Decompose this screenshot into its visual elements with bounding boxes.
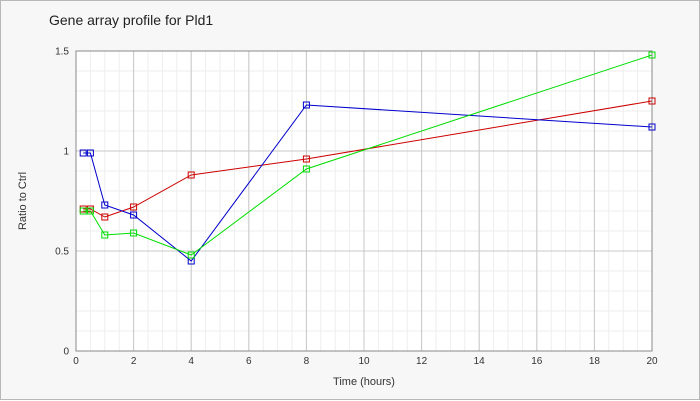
series-layer [79,51,656,265]
data-point [302,101,310,109]
y-tick-labels: 0 0.5 1 1.5 [55,47,69,358]
x-axis-title: Time (hours) [333,376,395,388]
data-point [187,251,195,259]
series-line [83,54,653,256]
y-tick-label: 0.5 [55,247,69,258]
series-line [83,100,653,218]
x-tick-label: 18 [589,356,601,367]
x-tick-labels: 0 2 4 6 8 10 12 14 16 18 20 [73,356,658,367]
x-tick-label: 2 [131,356,137,367]
chart-title: Gene array profile for Pld1 [49,12,214,28]
data-point [86,149,94,157]
data-point [187,171,195,179]
x-tick-label: 10 [358,356,370,367]
y-tick-label: 1.5 [55,47,69,58]
data-point [79,149,87,157]
y-tick-label: 0 [63,347,69,358]
data-point [86,207,94,215]
data-point [130,203,138,211]
x-tick-label: 16 [531,356,543,367]
x-tick-label: 8 [304,356,310,367]
data-point [648,51,656,59]
data-point [302,165,310,173]
plot-border [75,50,653,352]
x-tick-label: 14 [474,356,486,367]
x-tick-label: 0 [73,356,79,367]
data-point [302,155,310,163]
x-tick-label: 12 [416,356,428,367]
data-point [101,213,109,221]
y-axis-title: Ratio to Ctrl [17,172,29,230]
data-point [648,97,656,105]
data-point [101,201,109,209]
x-tick-label: 20 [646,356,658,367]
series-3 [79,51,656,259]
data-point [648,123,656,131]
x-tick-label: 6 [246,356,252,367]
x-tick-label: 4 [188,356,194,367]
data-point [101,231,109,239]
data-point [130,229,138,237]
data-point [130,211,138,219]
data-point [79,207,87,215]
y-tick-label: 1 [63,147,69,158]
series-line [83,104,653,262]
